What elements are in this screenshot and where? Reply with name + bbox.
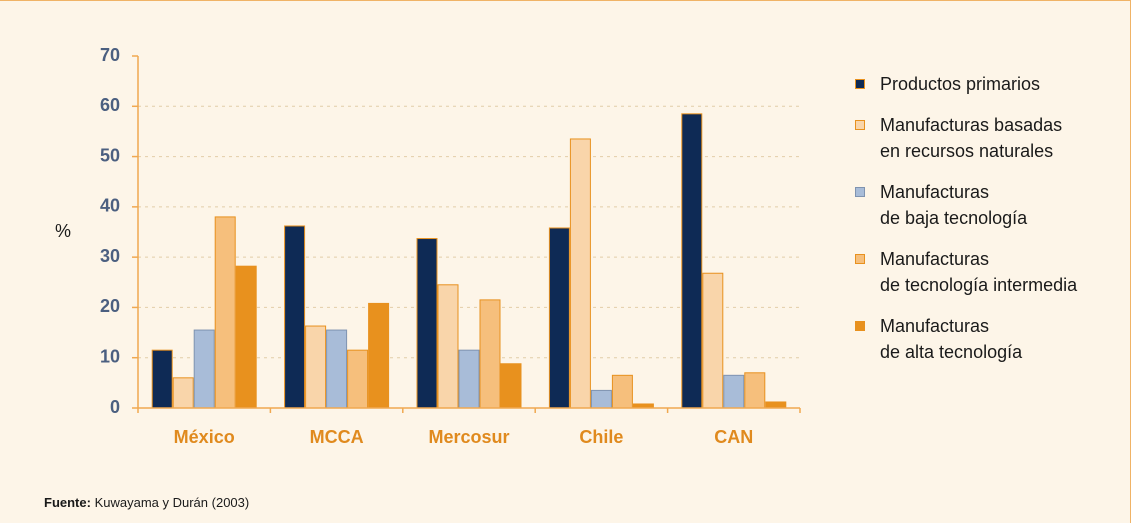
y-tick-label: 40 [100,196,120,216]
bar [172,377,194,409]
legend-label: Productos primarios [880,74,1041,94]
legend-item: Manufacturas de baja tecnología [855,179,1077,231]
bar [416,238,438,409]
legend-swatch [855,187,865,197]
bar [284,225,306,409]
x-tick-label: Mercosur [428,427,509,447]
y-tick-label: 10 [100,346,120,366]
source-text: Kuwayama y Durán (2003) [94,495,250,510]
bar [193,329,215,409]
y-tick-label: 0 [110,397,120,417]
legend-label: Manufacturas de alta tecnología [880,316,1023,362]
bar [744,372,766,409]
bar [702,272,724,409]
y-tick-label: 70 [100,45,120,65]
legend-item: Manufacturas de alta tecnología [855,313,1077,365]
legend-swatch [855,254,865,264]
bar [548,227,570,409]
bar [458,349,480,409]
legend: Productos primarios Manufacturas basadas … [855,71,1077,380]
y-tick-label: 60 [100,95,120,115]
bar [214,216,236,409]
bar [569,138,591,409]
x-tick-label: México [174,427,235,447]
legend-swatch [855,120,865,130]
legend-item: Manufacturas de tecnología intermedia [855,246,1077,298]
bar [723,374,745,409]
x-tick-label: CAN [714,427,753,447]
x-tick-label: Chile [579,427,623,447]
bar [500,363,522,409]
bar [347,349,369,409]
y-tick-label: 20 [100,296,120,316]
legend-label: Manufacturas de baja tecnología [880,182,1028,228]
x-tick-label: MCCA [310,427,364,447]
bar [611,374,633,409]
bar [765,401,787,409]
legend-swatch [855,79,865,89]
bar [151,349,173,409]
bar [368,302,390,409]
bar [590,389,612,409]
y-axis-label: % [55,221,71,241]
y-tick-label: 50 [100,145,120,165]
source: Fuente: Kuwayama y Durán (2003) [44,495,249,510]
bar [326,329,348,409]
legend-swatch [855,321,865,331]
bar [235,265,257,409]
legend-item: Manufacturas basadas en recursos natural… [855,112,1077,164]
bar [305,325,327,409]
legend-item: Productos primarios [855,71,1077,97]
bar [681,113,703,409]
legend-label: Manufacturas de tecnología intermedia [880,249,1078,295]
y-tick-label: 30 [100,246,120,266]
bar [437,284,459,409]
legend-label: Manufacturas basadas en recursos natural… [880,115,1063,161]
source-label: Fuente: [44,495,91,510]
bar [479,299,501,409]
